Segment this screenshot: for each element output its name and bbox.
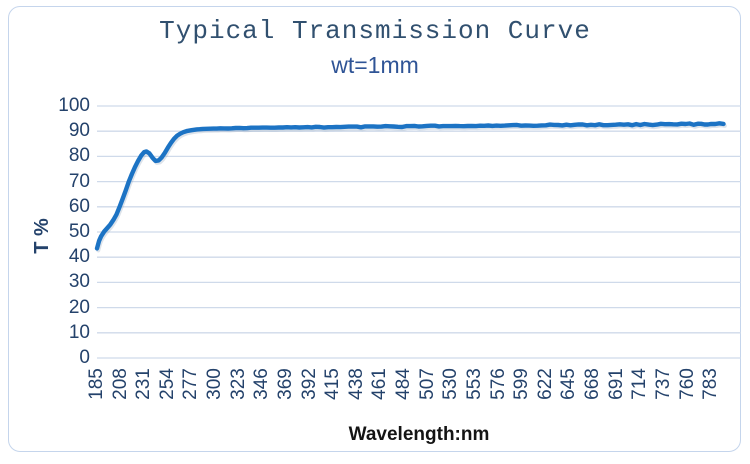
y-tick-label: 70 — [68, 170, 90, 192]
x-tick-label: 760 — [676, 368, 698, 400]
x-tick-label: 622 — [534, 368, 556, 400]
chart-subtitle: wt=1mm — [331, 52, 419, 78]
x-tick-label: 323 — [227, 368, 249, 400]
x-tick-label: 254 — [156, 368, 178, 400]
x-tick-label: 369 — [274, 368, 296, 400]
x-tick-label: 576 — [487, 368, 509, 400]
y-tick-label: 60 — [68, 195, 90, 217]
y-axis-title: T % — [31, 218, 53, 254]
x-tick-label: 599 — [511, 368, 533, 400]
y-tick-label: 20 — [68, 296, 90, 318]
x-tick-label: 668 — [582, 368, 604, 400]
x-tick-label: 484 — [393, 368, 415, 400]
y-tick-label: 30 — [68, 271, 90, 293]
x-tick-label: 691 — [605, 368, 627, 400]
x-tick-label: 714 — [629, 368, 651, 400]
x-tick-label: 277 — [180, 368, 202, 400]
y-tick-label: 100 — [58, 95, 90, 116]
chart-title: Typical Transmission Curve — [159, 16, 591, 46]
y-tick-label: 80 — [68, 145, 90, 167]
x-tick-label: 346 — [251, 368, 273, 400]
x-axis-title: Wavelength:nm — [348, 424, 490, 445]
x-tick-label: 208 — [109, 368, 131, 400]
x-tick-label: 185 — [86, 368, 107, 400]
x-tick-label: 438 — [345, 368, 367, 400]
y-tick-label: 40 — [68, 246, 90, 268]
x-tick-label: 300 — [204, 368, 226, 400]
y-tick-label: 10 — [68, 321, 90, 343]
x-tick-label: 737 — [652, 368, 674, 400]
x-tick-label: 783 — [700, 368, 722, 400]
y-tick-label: 0 — [79, 347, 90, 368]
x-tick-label: 645 — [558, 368, 580, 400]
y-tick-label: 90 — [68, 120, 90, 142]
x-tick-label: 415 — [322, 368, 344, 400]
x-tick-label: 507 — [416, 368, 438, 400]
x-tick-label: 461 — [369, 368, 391, 400]
x-tick-label: 530 — [440, 368, 462, 400]
x-tick-label: 231 — [133, 368, 155, 400]
x-tick-label: 553 — [463, 368, 485, 400]
x-tick-label: 392 — [298, 368, 320, 400]
y-tick-label: 50 — [68, 221, 90, 242]
transmission-line — [94, 121, 726, 251]
